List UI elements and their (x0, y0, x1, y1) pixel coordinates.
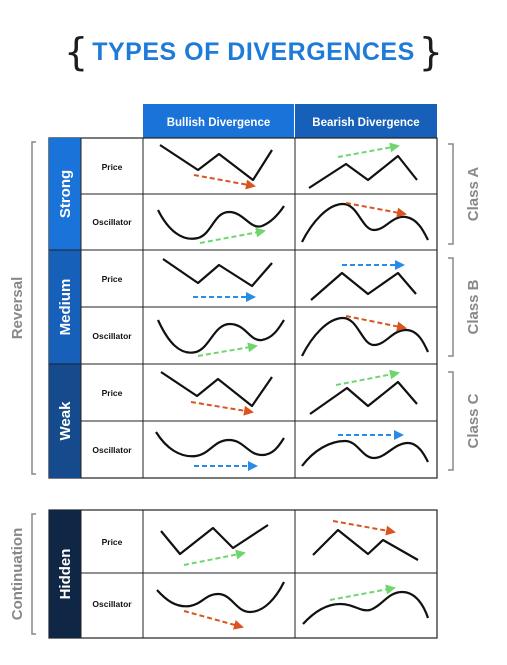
cell-weak-bearish-price (309, 369, 418, 415)
diagram-title: {TYPES OF DIVERGENCES} (0, 30, 507, 74)
row-label-osc-weak: Oscillator (92, 445, 132, 455)
cell-weak-bullish-price (160, 371, 273, 416)
label-medium: Medium (57, 279, 74, 336)
row-label-price-weak: Price (102, 388, 123, 398)
cell-hidden-bearish-price (312, 520, 419, 561)
header-bearish-bg (295, 104, 437, 138)
row-label-price-hidden: Price (102, 537, 123, 547)
cell-medium-bearish-price (310, 260, 417, 301)
class-b-bracket (448, 257, 454, 357)
title-text: TYPES OF DIVERGENCES (92, 37, 415, 66)
cell-strong-bearish-osc (301, 202, 429, 243)
reversal-table (48, 137, 438, 479)
cell-weak-bullish-osc (155, 431, 285, 471)
label-hidden: Hidden (57, 549, 74, 600)
cell-medium-bullish-price (162, 258, 273, 302)
class-brackets (448, 143, 454, 471)
cell-weak-bearish-osc (301, 430, 429, 467)
cell-strong-bearish-price (308, 142, 418, 189)
label-class-b: Class B (465, 279, 482, 334)
header-bearish: Bearish Divergence (312, 117, 419, 129)
cell-medium-bearish-osc (301, 315, 430, 357)
class-a-bracket (448, 143, 454, 245)
continuation-gridlines (80, 510, 437, 638)
reversal-bracket (31, 141, 36, 475)
row-label-osc-hidden: Oscillator (92, 599, 132, 609)
cell-hidden-bullish-osc (156, 581, 285, 630)
cell-hidden-bullish-price (160, 524, 269, 566)
label-continuation: Continuation (9, 528, 26, 620)
right-brace-icon: } (418, 30, 443, 74)
cell-strong-bullish-price (159, 144, 273, 190)
label-weak: Weak (57, 401, 74, 441)
label-class-a: Class A (465, 167, 482, 222)
label-strong: Strong (57, 170, 74, 218)
header-bullish-bg (143, 104, 294, 138)
band-medium (49, 250, 81, 364)
band-strong (49, 138, 81, 250)
cell-medium-bullish-osc (156, 319, 285, 357)
continuation-bracket (31, 513, 36, 635)
row-label-osc-strong: Oscillator (92, 217, 132, 227)
cell-hidden-bearish-osc (302, 584, 430, 625)
row-label-price-strong: Price (102, 162, 123, 172)
band-hidden (49, 510, 81, 638)
class-c-bracket (448, 371, 454, 471)
band-weak (49, 364, 81, 478)
row-label-osc-medium: Oscillator (92, 331, 132, 341)
label-class-c: Class C (465, 393, 482, 448)
cell-strong-bullish-osc (157, 205, 285, 244)
reversal-gridlines (49, 138, 437, 478)
header-bullish: Bullish Divergence (167, 117, 271, 129)
left-brace-icon: { (64, 30, 89, 74)
row-label-price-medium: Price (102, 274, 123, 284)
continuation-table (48, 509, 438, 639)
label-reversal: Reversal (9, 277, 26, 340)
